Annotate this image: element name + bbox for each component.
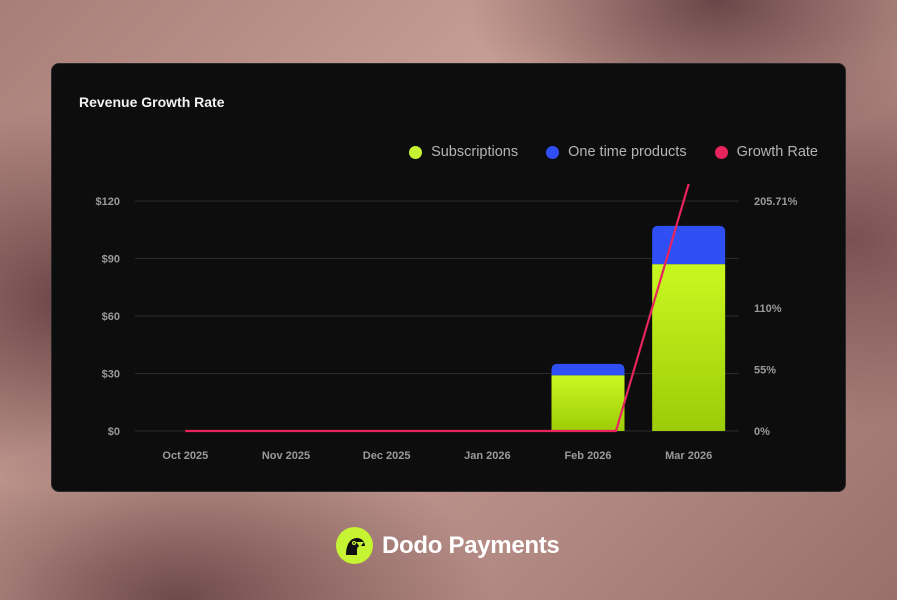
- revenue-chart: $0 $30 $60 $90 $120 0% 55% 110% 205.71% Oct 2025 N…: [96, 154, 798, 462]
- brand-name: Dodo Payments: [382, 531, 560, 559]
- y-right-tick-label: 0%: [754, 426, 770, 438]
- y-left-tick-label: $60: [102, 311, 120, 323]
- legend-label-growth-rate: Growth Rate: [736, 144, 818, 160]
- y-right-tick-label: 205.71%: [754, 196, 798, 208]
- growth-rate-line[interactable]: [185, 154, 697, 433]
- y-right-tick-label: 110%: [754, 303, 782, 315]
- chart-legend: Subscriptions One time products Growth R…: [409, 144, 818, 160]
- x-tick-label: Nov 2025: [262, 450, 310, 462]
- legend-label-subscriptions: Subscriptions: [431, 144, 519, 160]
- dodo-bird-icon: [336, 527, 373, 564]
- y-left-tick-label: $30: [102, 369, 120, 381]
- legend-item-one-time-products[interactable]: One time products: [546, 144, 687, 160]
- x-tick-label: Feb 2026: [564, 450, 611, 462]
- x-tick-label: Oct 2025: [162, 450, 208, 462]
- bar-subscriptions[interactable]: [652, 264, 726, 431]
- y-left-tick-label: $0: [108, 426, 120, 438]
- y-left-tick-label: $120: [96, 196, 120, 208]
- y-left-tick-label: $90: [102, 254, 120, 266]
- chart-title: Revenue Growth Rate: [79, 94, 225, 110]
- legend-item-subscriptions[interactable]: Subscriptions: [409, 144, 518, 160]
- legend-label-one-time-products: One time products: [568, 144, 687, 160]
- bar-one-time-products[interactable]: [652, 225, 726, 265]
- brand: Dodo Payments: [336, 527, 560, 564]
- x-tick-label: Jan 2026: [464, 450, 510, 462]
- legend-dot-one-time-products: [546, 145, 560, 159]
- legend-item-growth-rate[interactable]: Growth Rate: [714, 144, 818, 160]
- legend-dot-growth-rate: [714, 145, 728, 159]
- revenue-growth-card: Revenue Growth Rate Subscriptions One ti…: [51, 63, 846, 492]
- bar-subscriptions[interactable]: [551, 375, 625, 431]
- legend-dot-subscriptions: [409, 145, 423, 159]
- y-right-tick-label: 55%: [754, 365, 776, 377]
- x-tick-label: Dec 2025: [363, 450, 411, 462]
- x-tick-label: Mar 2026: [665, 450, 712, 462]
- bar-one-time-products[interactable]: [551, 363, 625, 376]
